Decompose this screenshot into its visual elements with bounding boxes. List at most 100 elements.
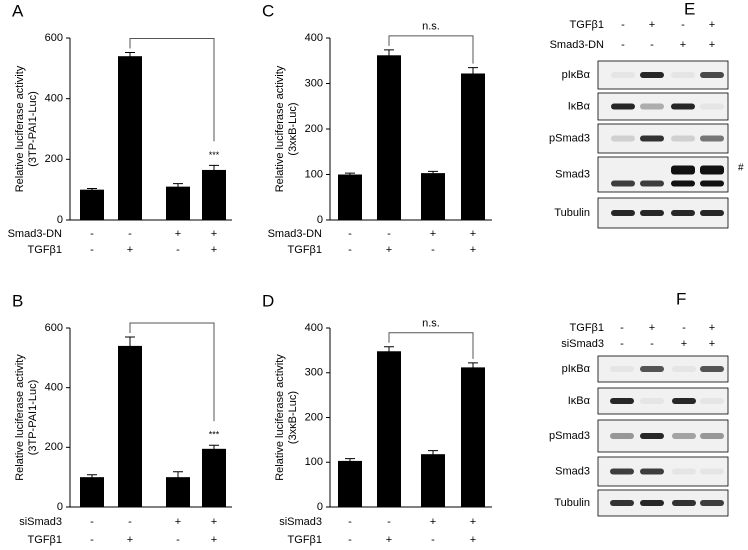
band — [671, 72, 695, 78]
bar — [461, 367, 485, 507]
band — [611, 103, 635, 110]
condition-name: siSmad3 — [19, 516, 62, 528]
condition-sign: + — [175, 228, 181, 240]
condition-sign: - — [128, 228, 132, 240]
significance-bracket — [388, 332, 474, 359]
significance-bracket — [388, 35, 474, 64]
condition-sign: + — [470, 228, 476, 240]
condition-sign: - — [621, 19, 625, 31]
bar — [421, 454, 445, 507]
condition-sign: + — [470, 244, 476, 256]
error-bar — [87, 187, 97, 191]
band — [640, 398, 664, 404]
condition-sign: + — [680, 39, 686, 51]
condition-sign: - — [348, 534, 352, 546]
condition-sign: - — [90, 516, 94, 528]
blot-label: Tubulin — [554, 207, 590, 219]
error-bar — [468, 67, 478, 80]
condition-sign: + — [211, 228, 217, 240]
band — [700, 398, 724, 404]
condition-name: Smad3-DN — [8, 228, 62, 240]
bar — [166, 186, 190, 220]
band — [611, 210, 635, 216]
band — [640, 210, 664, 216]
bar — [421, 173, 445, 220]
band — [671, 103, 695, 110]
condition-sign: + — [211, 244, 217, 256]
significance-bracket — [129, 38, 215, 142]
band — [611, 135, 635, 142]
bar — [80, 189, 104, 220]
condition-sign: + — [709, 19, 715, 31]
condition-sign: - — [176, 244, 180, 256]
condition-sign: - — [128, 516, 132, 528]
band — [671, 165, 695, 175]
bar — [118, 345, 142, 507]
y-tick-label: 300 — [305, 367, 323, 379]
band — [640, 180, 664, 187]
band — [640, 433, 664, 439]
condition-sign: - — [348, 516, 352, 528]
band — [672, 500, 696, 506]
error-bar — [468, 362, 478, 372]
condition-sign: + — [127, 244, 133, 256]
band — [611, 72, 635, 78]
bracket-label: n.s. — [422, 318, 440, 330]
band — [611, 180, 635, 187]
condition-sign: - — [90, 534, 94, 546]
significance-stars: *** — [209, 150, 220, 160]
condition-sign: - — [431, 244, 435, 256]
band — [640, 366, 664, 372]
blot-marker: # — [738, 163, 744, 174]
y-tick-label: 300 — [305, 77, 323, 89]
condition-sign: - — [650, 338, 654, 350]
condition-sign: - — [682, 322, 686, 334]
y-tick-label: 600 — [45, 322, 63, 334]
condition-sign: + — [175, 516, 181, 528]
y-axis-label: (3TP-PAI1-Luc) — [27, 380, 39, 456]
y-tick-label: 200 — [45, 441, 63, 453]
error-bar — [428, 450, 438, 458]
blot-label: IκBα — [568, 395, 591, 407]
blot-label: Tubulin — [554, 497, 590, 509]
significance-bracket — [129, 322, 215, 422]
condition-name: siSmad3 — [561, 338, 604, 350]
error-bar — [428, 170, 438, 175]
condition-name: Smad3-DN — [550, 39, 604, 51]
band — [700, 165, 724, 175]
condition-sign: + — [709, 322, 715, 334]
band — [700, 366, 724, 372]
condition-name: TGFβ1 — [28, 244, 62, 256]
condition-sign: + — [430, 228, 436, 240]
significance-stars: *** — [209, 430, 220, 440]
band — [640, 103, 664, 110]
condition-sign: + — [649, 322, 655, 334]
band — [700, 468, 724, 475]
condition-sign: - — [620, 338, 624, 350]
condition-name: TGFβ1 — [288, 244, 322, 256]
error-bar — [125, 336, 135, 355]
blot-label: Smad3 — [555, 465, 590, 477]
y-tick-label: 600 — [45, 32, 63, 44]
band — [671, 135, 695, 142]
condition-name: TGFβ1 — [28, 534, 62, 546]
bar — [118, 56, 142, 221]
condition-sign: + — [211, 516, 217, 528]
band — [640, 135, 664, 142]
condition-sign: - — [348, 228, 352, 240]
band — [671, 180, 695, 187]
error-bar — [384, 346, 394, 356]
error-bar — [87, 474, 97, 480]
y-tick-label: 400 — [305, 32, 323, 44]
condition-sign: + — [681, 338, 687, 350]
condition-sign: + — [649, 19, 655, 31]
blot-label: pSmad3 — [549, 132, 590, 144]
panel-letter: A — [12, 1, 24, 20]
y-tick-label: 0 — [57, 501, 63, 513]
bar — [377, 55, 401, 220]
y-tick-label: 100 — [305, 456, 323, 468]
condition-sign: - — [650, 39, 654, 51]
condition-name: Smad3-DN — [268, 228, 322, 240]
blot-label: pSmad3 — [549, 430, 590, 442]
